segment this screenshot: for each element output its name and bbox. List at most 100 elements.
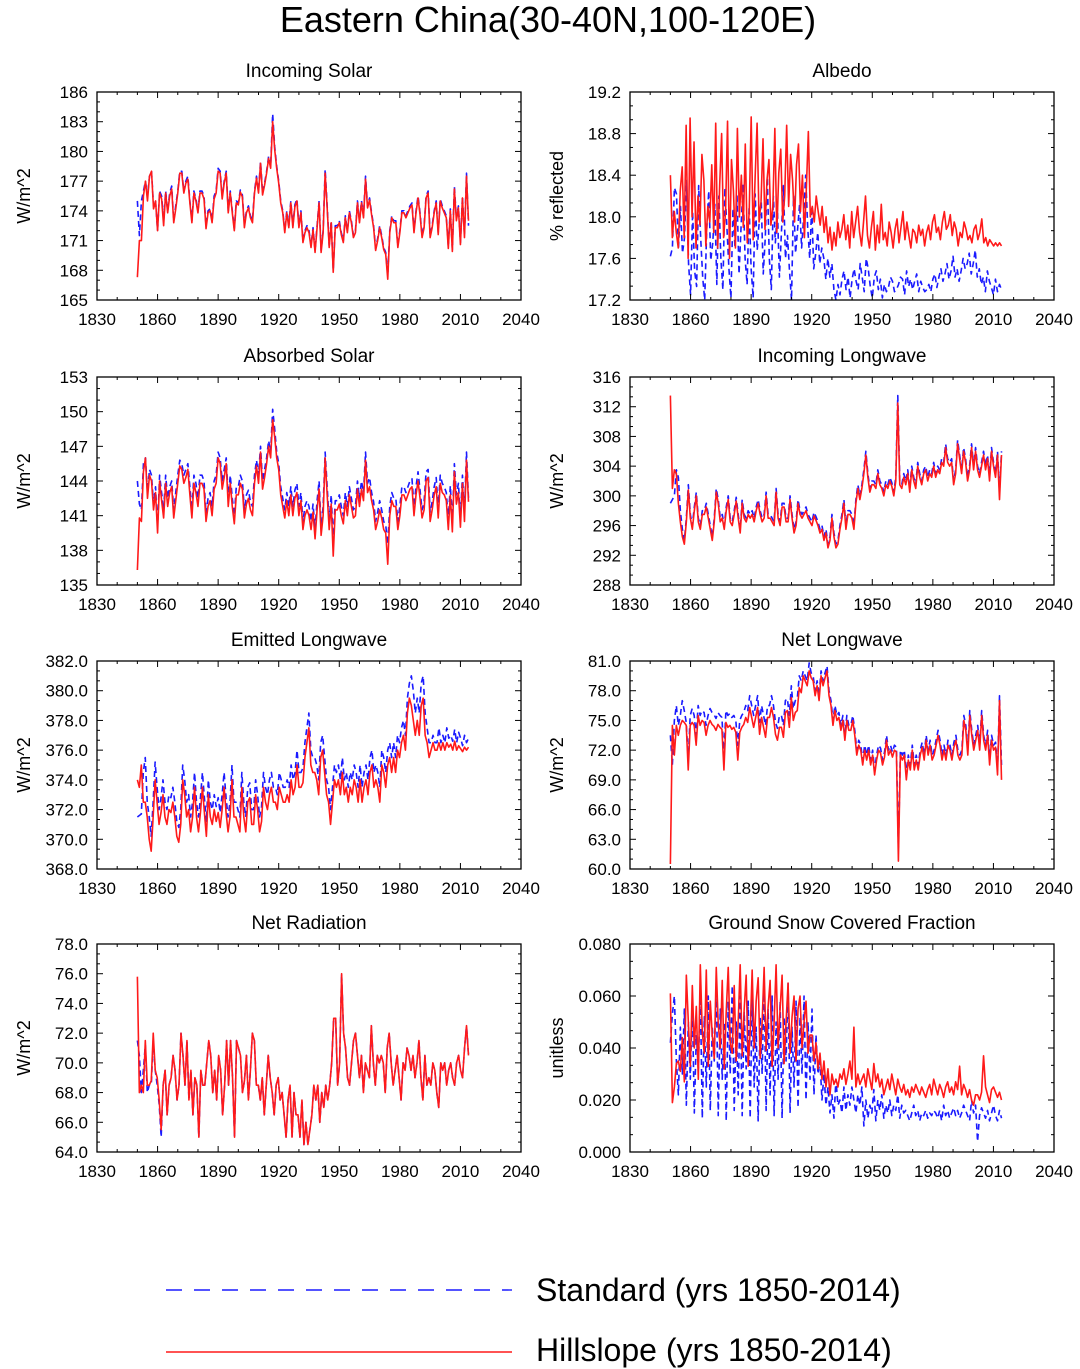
x-tick-label: 2040 xyxy=(1035,1162,1073,1181)
y-tick-label: 186 xyxy=(60,83,88,102)
x-tick-label: 1890 xyxy=(199,310,237,329)
y-tick-label: 18.4 xyxy=(588,166,621,185)
x-tick-label: 1920 xyxy=(793,1162,831,1181)
y-tick-label: 288 xyxy=(593,576,621,595)
x-tick-label: 2010 xyxy=(975,595,1013,614)
x-tick-label: 1890 xyxy=(732,310,770,329)
y-tick-label: 66.0 xyxy=(55,1113,88,1132)
y-tick-label: 138 xyxy=(60,541,88,560)
y-axis-label: W/m^2 xyxy=(14,1020,34,1075)
x-tick-label: 1830 xyxy=(611,879,649,898)
x-tick-label: 2040 xyxy=(1035,879,1073,898)
y-tick-label: 378.0 xyxy=(45,711,88,730)
x-tick-label: 1980 xyxy=(381,879,419,898)
x-tick-label: 1920 xyxy=(793,310,831,329)
panels-group: 1830 1860 1890 1920 1950 1980 2010 2040 165 168 17… xyxy=(14,61,1073,1181)
y-tick-label: 147 xyxy=(60,437,88,456)
panel-title: Net Radiation xyxy=(251,913,366,934)
y-tick-label: 0.040 xyxy=(578,1039,621,1058)
y-tick-label: 78.0 xyxy=(588,682,621,701)
x-tick-label: 1860 xyxy=(672,310,710,329)
x-tick-label: 1890 xyxy=(732,1162,770,1181)
x-tick-label: 2040 xyxy=(502,310,540,329)
x-tick-label: 1950 xyxy=(320,1162,358,1181)
y-tick-label: 81.0 xyxy=(588,652,621,671)
x-tick-label: 1860 xyxy=(139,1162,177,1181)
plot-frame xyxy=(96,660,522,870)
x-tick-label: 1860 xyxy=(672,595,710,614)
y-tick-label: 312 xyxy=(593,398,621,417)
x-tick-label: 1890 xyxy=(199,1162,237,1181)
y-tick-label: 316 xyxy=(593,368,621,387)
y-tick-label: 180 xyxy=(60,142,88,161)
panel-title: Emitted Longwave xyxy=(231,630,387,651)
x-tick-label: 1890 xyxy=(732,879,770,898)
y-tick-label: 76.0 xyxy=(55,965,88,984)
y-axis-label: W/m^2 xyxy=(14,453,34,508)
series-line-hillslope xyxy=(669,670,1003,865)
x-tick-label: 1830 xyxy=(611,595,649,614)
y-tick-label: 171 xyxy=(60,232,88,251)
x-tick-label: 2040 xyxy=(502,879,540,898)
y-tick-label: 68.0 xyxy=(55,1084,88,1103)
y-tick-label: 174 xyxy=(60,202,88,221)
y-tick-label: 376.0 xyxy=(45,741,88,760)
y-tick-label: 63.0 xyxy=(588,830,621,849)
y-tick-label: 382.0 xyxy=(45,652,88,671)
panel-title: Absorbed Solar xyxy=(244,346,376,367)
x-tick-label: 1860 xyxy=(672,879,710,898)
y-tick-label: 183 xyxy=(60,113,88,132)
x-tick-label: 1830 xyxy=(78,310,116,329)
y-axis-label: unitless xyxy=(547,1017,567,1078)
x-tick-label: 1830 xyxy=(78,1162,116,1181)
x-tick-label: 1890 xyxy=(732,595,770,614)
legend-label-standard: Standard (yrs 1850-2014) xyxy=(536,1272,901,1308)
y-tick-label: 18.8 xyxy=(588,125,621,144)
y-tick-label: 66.0 xyxy=(588,801,621,820)
x-tick-label: 1890 xyxy=(199,879,237,898)
y-tick-label: 0.000 xyxy=(578,1143,621,1162)
x-tick-label: 1920 xyxy=(260,310,298,329)
panel-net-radiation: 1830 1860 1890 1920 1950 1980 2010 2040 64.0 66.0… xyxy=(14,913,540,1181)
figure-title: Eastern China(30-40N,100-120E) xyxy=(280,0,816,40)
y-tick-label: 0.060 xyxy=(578,987,621,1006)
y-tick-label: 17.2 xyxy=(588,291,621,310)
y-tick-label: 370.0 xyxy=(45,830,88,849)
x-tick-label: 2010 xyxy=(442,595,480,614)
y-tick-label: 144 xyxy=(60,472,88,491)
series-line-standard xyxy=(136,112,470,277)
panel-albedo: 1830 1860 1890 1920 1950 1980 2010 2040 17.2 17.6… xyxy=(547,61,1073,329)
y-tick-label: 64.0 xyxy=(55,1143,88,1162)
x-tick-label: 1950 xyxy=(320,595,358,614)
x-tick-label: 2040 xyxy=(1035,310,1073,329)
x-tick-label: 2010 xyxy=(442,310,480,329)
y-tick-label: 380.0 xyxy=(45,682,88,701)
x-tick-label: 1830 xyxy=(78,595,116,614)
x-tick-label: 1980 xyxy=(914,595,952,614)
x-tick-label: 1860 xyxy=(672,1162,710,1181)
y-tick-label: 150 xyxy=(60,403,88,422)
y-tick-label: 374.0 xyxy=(45,771,88,790)
y-tick-label: 177 xyxy=(60,172,88,191)
x-tick-label: 1830 xyxy=(78,879,116,898)
x-tick-label: 2040 xyxy=(502,1162,540,1181)
x-tick-label: 1920 xyxy=(260,879,298,898)
y-tick-label: 18.0 xyxy=(588,208,621,227)
y-tick-label: 141 xyxy=(60,507,88,526)
y-tick-label: 75.0 xyxy=(588,711,621,730)
plot-frame xyxy=(96,91,522,301)
x-tick-label: 1980 xyxy=(381,1162,419,1181)
x-tick-label: 1950 xyxy=(320,310,358,329)
panel-title: Incoming Solar xyxy=(246,61,373,82)
x-tick-label: 2010 xyxy=(975,1162,1013,1181)
y-tick-label: 78.0 xyxy=(55,935,88,954)
x-tick-label: 1920 xyxy=(260,595,298,614)
series-line-hillslope xyxy=(136,418,470,571)
y-tick-label: 19.2 xyxy=(588,83,621,102)
y-tick-label: 308 xyxy=(593,427,621,446)
x-tick-label: 1920 xyxy=(793,595,831,614)
y-tick-label: 70.0 xyxy=(55,1054,88,1073)
panel-incoming-longwave: 1830 1860 1890 1920 1950 1980 2010 2040 288 292 29… xyxy=(547,346,1073,614)
y-tick-label: 168 xyxy=(60,261,88,280)
